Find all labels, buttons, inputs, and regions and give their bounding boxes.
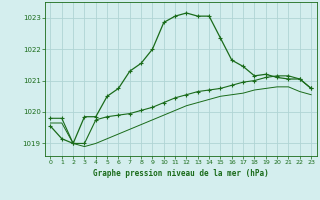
X-axis label: Graphe pression niveau de la mer (hPa): Graphe pression niveau de la mer (hPa) <box>93 169 269 178</box>
